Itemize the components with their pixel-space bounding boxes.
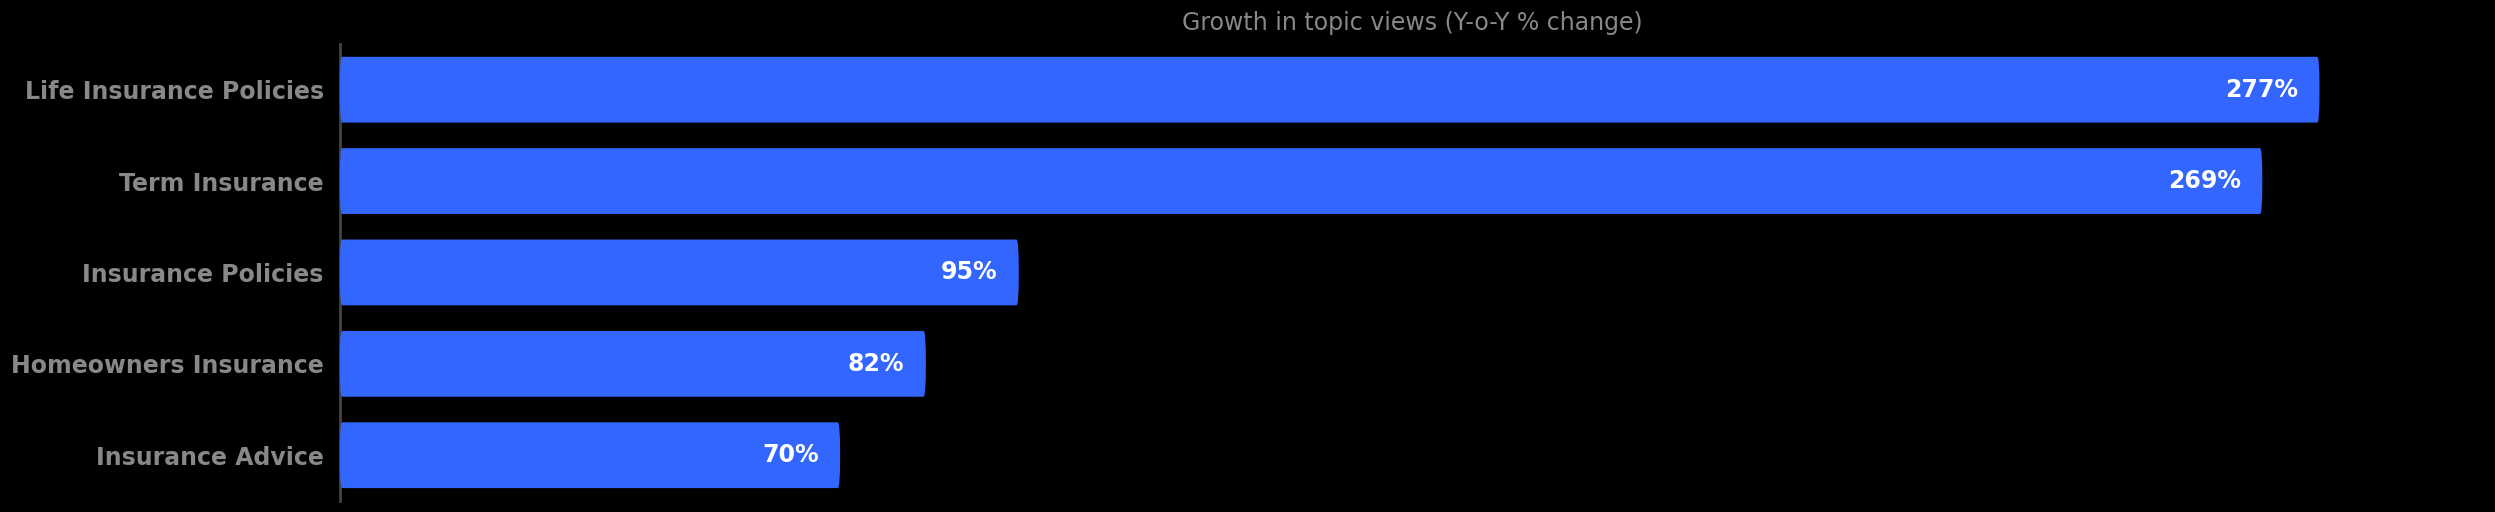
Text: 70%: 70% bbox=[761, 443, 818, 467]
Text: 269%: 269% bbox=[2168, 169, 2241, 193]
Title: Growth in topic views (Y-o-Y % change): Growth in topic views (Y-o-Y % change) bbox=[1183, 11, 1642, 35]
FancyBboxPatch shape bbox=[339, 240, 1018, 305]
Text: 95%: 95% bbox=[941, 261, 998, 285]
Text: 277%: 277% bbox=[2226, 78, 2298, 102]
FancyBboxPatch shape bbox=[339, 148, 2263, 214]
FancyBboxPatch shape bbox=[339, 57, 2320, 122]
FancyBboxPatch shape bbox=[339, 422, 841, 488]
Text: 82%: 82% bbox=[848, 352, 903, 376]
FancyBboxPatch shape bbox=[339, 331, 926, 397]
